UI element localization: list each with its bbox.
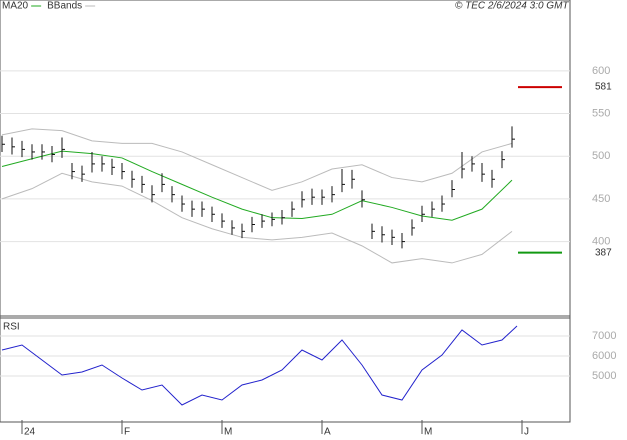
level-label: 581	[595, 82, 612, 93]
y-tick-label: 6000	[592, 350, 616, 362]
y-tick-label: 500	[592, 150, 610, 162]
rsi-line	[1, 325, 518, 406]
legend-label: MA20	[2, 1, 29, 12]
rsi-title: RSI	[3, 322, 20, 333]
y-tick-label: 5000	[592, 370, 616, 382]
x-tick-label: J	[524, 427, 529, 438]
x-tick-label: 24	[24, 427, 36, 438]
level-label: 387	[595, 247, 612, 258]
overlay-line	[1, 128, 513, 191]
legend-label: BBands	[47, 1, 82, 12]
credit: © TEC 2/6/2024 3:0 GMT	[455, 1, 569, 12]
x-tick-label: M	[224, 427, 232, 438]
overlay-line	[1, 172, 513, 264]
x-tick-label: M	[424, 427, 432, 438]
y-tick-label: 450	[592, 193, 610, 205]
overlay-line	[1, 150, 513, 221]
x-tick-label: F	[124, 427, 130, 438]
y-tick-label: 400	[592, 235, 610, 247]
x-tick-label: A	[324, 427, 331, 438]
y-tick-label: 7000	[592, 330, 616, 342]
y-tick-label: 600	[592, 65, 610, 77]
y-tick-label: 550	[592, 107, 610, 119]
frame	[0, 0, 571, 423]
